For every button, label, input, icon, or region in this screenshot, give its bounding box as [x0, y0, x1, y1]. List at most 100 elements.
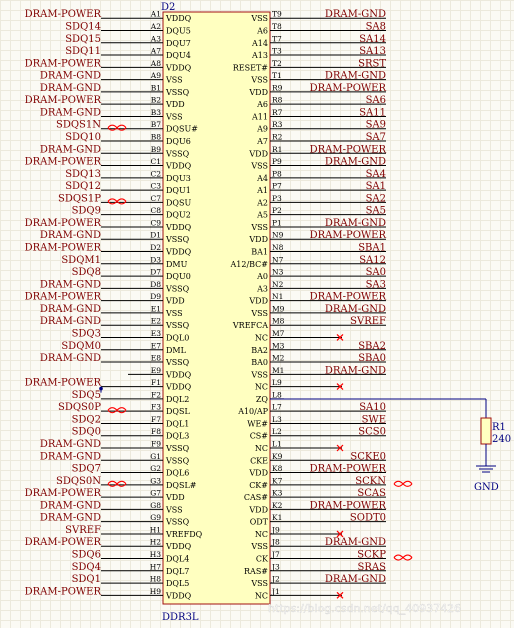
right-pin[interactable]: T1 VSS DRAM-GND	[250, 71, 386, 85]
right-pin[interactable]: P7 A1 SA1	[256, 181, 386, 195]
left-pin[interactable]: B7 DQSU# SDQS1N	[56, 120, 198, 134]
right-pin[interactable]: R8 A6 SA6	[256, 95, 386, 109]
left-pin[interactable]: F1 VDDQ DRAM-POWER	[25, 378, 192, 393]
left-pin[interactable]: C8 DQU2 SDQ9	[72, 206, 191, 220]
left-pin[interactable]: F9 VSSQ DRAM-GND	[40, 439, 190, 453]
right-pin[interactable]: M2 BA0 SBA0	[251, 353, 386, 367]
left-pin[interactable]: C7 DQSU SDQS1P	[58, 193, 191, 207]
right-pin[interactable]: N1 VDD DRAM-POWER	[248, 292, 386, 306]
right-pin[interactable]: T7 A14 SA14	[251, 34, 386, 48]
right-pin[interactable]: T8 A6 SA8	[256, 21, 386, 35]
left-pin[interactable]: D2 VDDQ DRAM-POWER	[25, 243, 192, 257]
left-pin[interactable]: D1 VSSQ DRAM-GND	[40, 230, 190, 244]
right-pin[interactable]: P9 VSS DRAM-GND	[250, 157, 386, 171]
right-pin[interactable]: N3 A0 SA0	[256, 267, 386, 281]
left-pin[interactable]: E1 VSS DRAM-GND	[40, 304, 183, 318]
right-pin[interactable]: K3 CAS# SCAS	[244, 488, 386, 502]
left-pin[interactable]: F8 DQL3 SDQ0	[72, 427, 190, 441]
left-pin[interactable]: B2 VDD DRAM-POWER	[25, 95, 185, 109]
right-pin[interactable]: M7 NC	[255, 329, 344, 343]
left-pin[interactable]: C3 DQU1 SDQ12	[65, 181, 191, 195]
left-pin[interactable]: A2 DQU5 SDQ14	[65, 21, 191, 35]
left-pin[interactable]: E9 VDDQ	[128, 366, 192, 380]
left-pin[interactable]: H9 VDDQ DRAM-POWER	[25, 586, 192, 600]
pin-number: E3	[151, 329, 161, 338]
right-pin[interactable]: R7 A11 SA11	[251, 107, 386, 121]
ic-body-ddr3l[interactable]	[162, 11, 271, 605]
right-pin[interactable]: K7 CK# SCKN	[249, 476, 413, 490]
right-pin[interactable]: R1 VDD DRAM-POWER	[248, 144, 386, 158]
left-pin[interactable]: G8 VSS DRAM-GND	[40, 500, 183, 514]
left-pin[interactable]: H7 DQL7 SDQ4	[72, 562, 190, 576]
right-pin[interactable]: R2 A7 SA7	[256, 132, 386, 146]
right-pin[interactable]: P8 A4 SA4	[256, 169, 386, 183]
left-pin[interactable]: C1 VDDQ DRAM-POWER	[25, 157, 192, 171]
left-pin[interactable]: B9 VSSQ DRAM-GND	[40, 144, 190, 158]
right-pin[interactable]: N8 BA1 SBA1	[251, 243, 386, 257]
left-pin[interactable]: D9 VDD DRAM-POWER	[25, 292, 185, 306]
right-pin[interactable]: N2 A3 SA3	[256, 279, 386, 293]
left-pin[interactable]: C2 DQU3 SDQ13	[65, 169, 191, 183]
net-label: SDQ4	[72, 562, 101, 573]
right-pin[interactable]: M9 VSS DRAM-GND	[250, 304, 386, 318]
right-pin[interactable]: P2 A5 SA5	[256, 206, 386, 220]
left-pin[interactable]: F3 DQSL SDQS0P	[58, 402, 190, 416]
right-pin[interactable]: N7 A12/BC# SA12	[229, 255, 386, 269]
left-pin[interactable]: A8 VDDQ DRAM-POWER	[25, 58, 192, 72]
right-pin[interactable]: K8 VDD DRAM-POWER	[248, 464, 386, 478]
left-pin[interactable]: D8 VSSQ DRAM-GND	[40, 279, 190, 293]
left-pin[interactable]: A1 VDDQ DRAM-POWER	[25, 9, 192, 23]
right-pin[interactable]: N9 VDD DRAM-POWER	[248, 230, 386, 244]
left-pin[interactable]: E2 VSSQ DRAM-GND	[40, 316, 190, 330]
left-pin[interactable]: G9 VSSQ DRAM-GND	[40, 513, 190, 527]
left-pin[interactable]: A7 DQU4 SDQ11	[65, 46, 191, 60]
right-pin[interactable]: P3 A2 SA2	[256, 193, 386, 207]
right-pin[interactable]: L9 NC	[255, 378, 344, 392]
right-pin[interactable]: M8 VREFCA SVREF	[232, 316, 386, 330]
right-pin[interactable]: M3 BA2 SBA2	[251, 341, 386, 355]
right-pin[interactable]: L3 WE# SWE	[247, 414, 386, 428]
left-pin[interactable]: H1 VREFDQ SVREF	[65, 525, 202, 539]
left-pin[interactable]: G3 DQSL# SDQS0N	[56, 476, 197, 490]
right-pin[interactable]: K9 CKE SCKE0	[250, 451, 386, 465]
left-pin[interactable]: H3 DQL4 SDQ6	[72, 550, 190, 564]
left-pin[interactable]: F7 DQL1 SDQ2	[72, 414, 190, 428]
left-pin[interactable]: C9 VDDQ DRAM-POWER	[25, 218, 192, 232]
left-pin[interactable]: B3 VSS DRAM-GND	[40, 107, 183, 121]
left-pin[interactable]: E8 VSSQ DRAM-GND	[40, 353, 190, 367]
right-pin[interactable]: T3 A13 SA13	[251, 46, 386, 60]
left-pin[interactable]: E3 DQL0 SDQ3	[72, 328, 190, 342]
left-pin[interactable]: G2 DQL6 SDQ7	[72, 464, 190, 478]
left-pin[interactable]: H2 VDDQ DRAM-POWER	[25, 537, 192, 551]
right-pin[interactable]: T9 VSS DRAM-GND	[250, 9, 386, 23]
left-pin[interactable]: B8 DQU6 SDQ10	[65, 132, 191, 146]
right-pin[interactable]: P1 VSS DRAM-GND	[250, 218, 386, 232]
left-pin[interactable]: E7 DML SDQM0	[61, 341, 186, 355]
left-pin[interactable]: A3 DQU7 SDQ15	[65, 34, 191, 48]
left-pin[interactable]: D3 DMU SDQM1	[61, 255, 187, 269]
left-pin[interactable]: F2 DQL2 SDQ5	[72, 390, 190, 404]
right-pin[interactable]: R9 VDD DRAM-POWER	[248, 83, 386, 97]
left-pin[interactable]: A9 VSS DRAM-GND	[40, 71, 183, 85]
right-pin[interactable]: K2 VDD DRAM-POWER	[248, 500, 386, 514]
net-label: SRAS	[358, 562, 387, 573]
right-pin[interactable]: L7 A10/AP SA10	[237, 402, 386, 416]
right-pin[interactable]: L1 NC	[255, 440, 344, 454]
resistor-body[interactable]	[480, 417, 492, 445]
left-pin[interactable]: H8 DQL5 SDQ1	[72, 574, 190, 588]
left-pin[interactable]: G1 VSSQ DRAM-GND	[40, 451, 190, 465]
right-pin[interactable]: M1 VSS DRAM-GND	[250, 365, 386, 379]
left-pin[interactable]: D7 DQU0 SDQ8	[72, 267, 191, 281]
left-pin[interactable]: G7 VDD DRAM-POWER	[25, 488, 185, 502]
right-pin[interactable]: R3 A9 SA9	[256, 120, 386, 134]
left-pin[interactable]: B1 VSSQ DRAM-GND	[40, 83, 190, 97]
